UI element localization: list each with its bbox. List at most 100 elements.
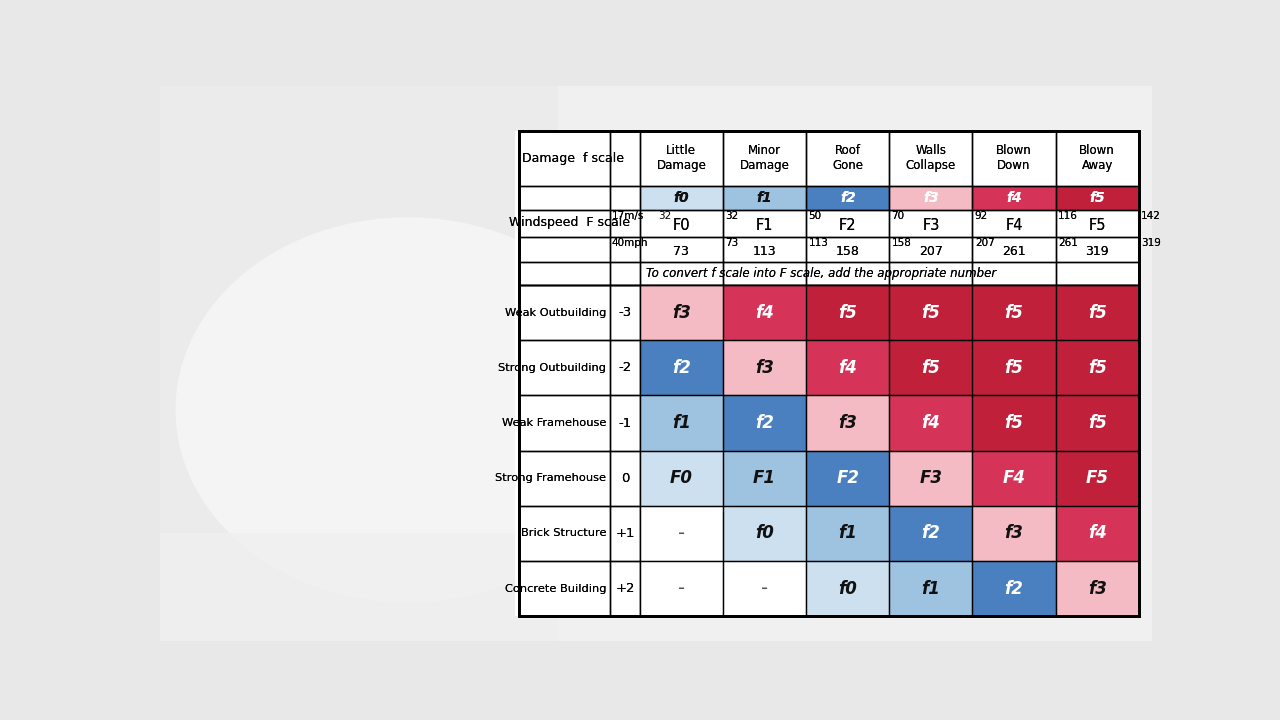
Text: Damage  f scale: Damage f scale bbox=[522, 152, 625, 166]
Text: F1: F1 bbox=[755, 218, 773, 233]
Text: F1: F1 bbox=[755, 218, 773, 233]
Bar bbox=[723, 561, 806, 616]
Text: f3: f3 bbox=[755, 359, 774, 377]
Text: Strong Outbuilding: Strong Outbuilding bbox=[498, 363, 607, 373]
Bar bbox=[890, 285, 973, 341]
Text: f5: f5 bbox=[1088, 414, 1107, 432]
Text: 261: 261 bbox=[1059, 238, 1078, 248]
Bar bbox=[973, 186, 1056, 210]
Text: 207: 207 bbox=[919, 245, 943, 258]
Text: 158: 158 bbox=[836, 245, 860, 258]
Text: 32: 32 bbox=[726, 211, 739, 221]
Bar bbox=[890, 341, 973, 395]
Text: f0: f0 bbox=[673, 191, 689, 205]
Text: f5: f5 bbox=[922, 304, 941, 322]
Bar bbox=[640, 561, 723, 616]
Bar bbox=[973, 341, 1056, 395]
Text: +1: +1 bbox=[616, 527, 635, 540]
Text: 17m/s: 17m/s bbox=[612, 211, 644, 221]
Text: f1: f1 bbox=[922, 580, 941, 598]
Bar bbox=[723, 341, 806, 395]
Bar bbox=[640, 451, 723, 505]
Text: f3: f3 bbox=[1005, 524, 1024, 542]
Bar bbox=[973, 285, 1056, 341]
Text: f2: f2 bbox=[755, 414, 774, 432]
Bar bbox=[640, 395, 723, 451]
Bar bbox=[890, 451, 973, 505]
Text: Roof
Gone: Roof Gone bbox=[832, 144, 863, 171]
Text: Blown
Down: Blown Down bbox=[996, 144, 1032, 171]
Text: f5: f5 bbox=[1005, 414, 1024, 432]
Text: 207: 207 bbox=[919, 245, 943, 258]
Bar bbox=[723, 285, 806, 341]
Bar bbox=[1056, 285, 1139, 341]
Text: f0: f0 bbox=[838, 580, 858, 598]
Text: f2: f2 bbox=[672, 359, 691, 377]
Text: F5: F5 bbox=[1085, 469, 1108, 487]
Text: f0: f0 bbox=[838, 580, 858, 598]
Bar bbox=[806, 451, 890, 505]
Text: +1: +1 bbox=[616, 527, 635, 540]
Text: f2: f2 bbox=[840, 191, 855, 205]
Text: 50: 50 bbox=[809, 211, 822, 221]
Bar bbox=[515, 131, 644, 616]
Text: -1: -1 bbox=[618, 416, 631, 430]
Text: Strong Framehouse: Strong Framehouse bbox=[495, 473, 607, 483]
Bar bbox=[806, 505, 890, 561]
Text: -3: -3 bbox=[618, 306, 631, 319]
Bar bbox=[806, 285, 890, 341]
Text: Walls
Collapse: Walls Collapse bbox=[906, 144, 956, 171]
Bar bbox=[890, 561, 973, 616]
Bar bbox=[518, 131, 1139, 616]
Bar bbox=[890, 186, 973, 210]
Text: 73: 73 bbox=[726, 238, 739, 248]
Bar bbox=[1056, 341, 1139, 395]
Text: 32: 32 bbox=[658, 211, 672, 221]
Text: 116: 116 bbox=[1059, 211, 1078, 221]
Bar bbox=[806, 395, 890, 451]
Text: 32: 32 bbox=[726, 211, 739, 221]
Text: 113: 113 bbox=[809, 238, 828, 248]
Bar bbox=[723, 395, 806, 451]
Bar bbox=[723, 285, 806, 341]
Text: 261: 261 bbox=[1002, 245, 1025, 258]
Text: F5: F5 bbox=[1088, 218, 1106, 233]
Text: f5: f5 bbox=[922, 359, 941, 377]
Text: 319: 319 bbox=[1142, 238, 1161, 248]
Text: f5: f5 bbox=[1088, 359, 1107, 377]
Bar bbox=[890, 395, 973, 451]
Text: 158: 158 bbox=[836, 245, 860, 258]
Text: 50: 50 bbox=[809, 211, 822, 221]
Text: f1: f1 bbox=[838, 524, 858, 542]
Bar bbox=[1056, 451, 1139, 505]
Text: F0: F0 bbox=[672, 218, 690, 233]
Bar bbox=[973, 451, 1056, 505]
Text: f4: f4 bbox=[1088, 524, 1107, 542]
Text: f2: f2 bbox=[922, 524, 941, 542]
Text: f4: f4 bbox=[755, 304, 774, 322]
Text: 0: 0 bbox=[621, 472, 630, 485]
Bar bbox=[640, 505, 723, 561]
Text: f3: f3 bbox=[838, 414, 858, 432]
Bar bbox=[973, 505, 1056, 561]
Text: f2: f2 bbox=[1005, 580, 1024, 598]
Text: f5: f5 bbox=[1005, 359, 1024, 377]
Bar bbox=[973, 341, 1056, 395]
Bar bbox=[806, 505, 890, 561]
Bar bbox=[1056, 341, 1139, 395]
Bar bbox=[806, 561, 890, 616]
Text: f5: f5 bbox=[922, 359, 941, 377]
Text: 73: 73 bbox=[673, 245, 689, 258]
Text: F4: F4 bbox=[1002, 469, 1025, 487]
Text: 158: 158 bbox=[892, 238, 911, 248]
Bar bbox=[890, 341, 973, 395]
Bar bbox=[723, 186, 806, 210]
Text: F3: F3 bbox=[919, 469, 942, 487]
Text: Walls
Collapse: Walls Collapse bbox=[906, 144, 956, 171]
Text: 17m/s: 17m/s bbox=[612, 211, 644, 221]
Text: f4: f4 bbox=[1006, 191, 1021, 205]
Text: -: - bbox=[760, 579, 768, 598]
Text: f0: f0 bbox=[673, 191, 689, 205]
Text: 207: 207 bbox=[975, 238, 995, 248]
Bar bbox=[640, 186, 723, 210]
